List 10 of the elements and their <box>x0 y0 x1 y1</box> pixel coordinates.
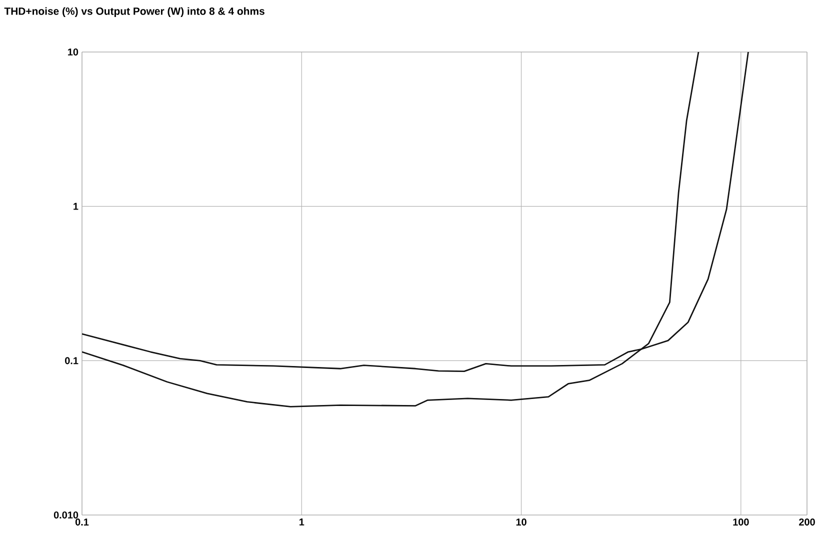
x-tick-label: 0.1 <box>75 518 89 526</box>
x-tick-label: 200 <box>799 518 815 526</box>
chart-title: THD+noise (%) vs Output Power (W) into 8 & 4 ohms <box>4 7 264 17</box>
y-tick-label: 10 <box>68 48 78 56</box>
y-tick-label: 0.010 <box>54 511 78 519</box>
x-tick-label: 100 <box>733 518 749 526</box>
y-tick-label: 1 <box>74 202 78 210</box>
x-tick-label: 10 <box>516 518 526 526</box>
y-tick-label: 0.1 <box>65 357 78 364</box>
x-tick-label: 1 <box>299 518 304 526</box>
